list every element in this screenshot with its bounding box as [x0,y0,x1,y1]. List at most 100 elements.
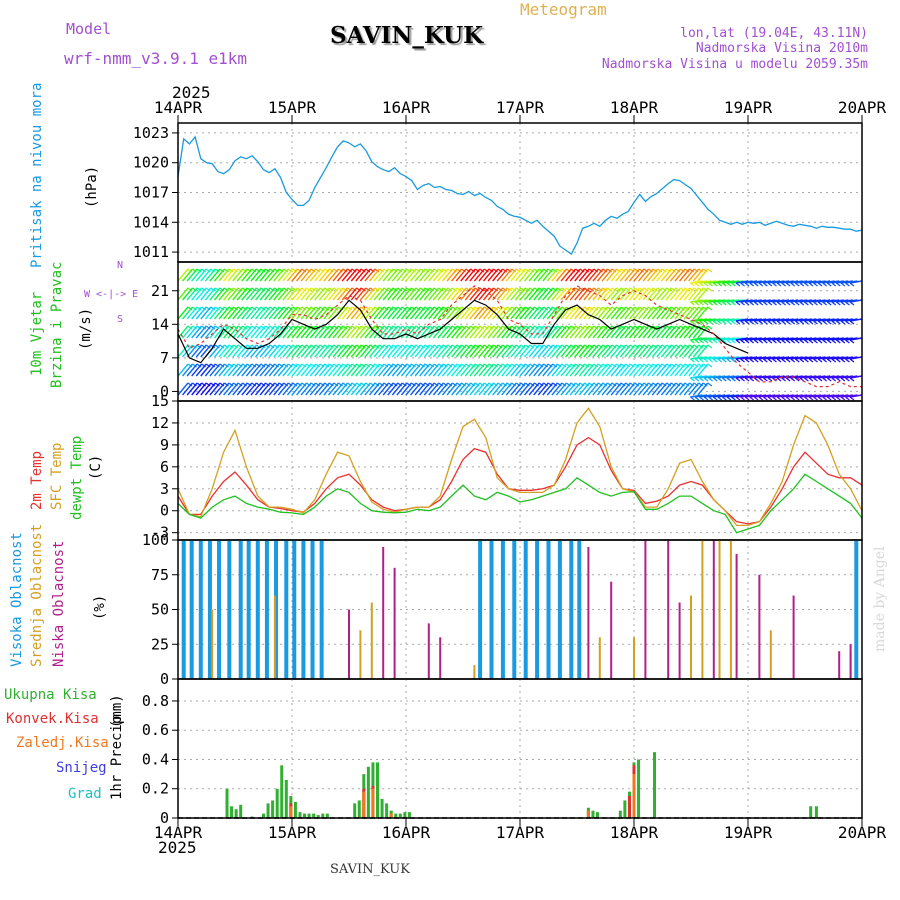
wind-barb [387,325,399,339]
wind-barb-flag [767,396,773,401]
wind-barb [368,306,381,320]
wind-barb-flag [721,358,727,363]
wind-barb-flag [721,320,727,325]
wind-barb [305,306,317,320]
bar-precip-total [366,766,370,818]
wind-barb-flag [772,282,777,287]
wind-barb [245,363,257,377]
wind-barb [186,344,198,358]
bar-cloud-low [758,574,761,679]
wind-barb-flag [707,382,713,387]
wind-barb [754,394,767,398]
wind-barb [209,382,221,396]
bar-cloud-mid [729,540,732,679]
wind-barb-flag [781,320,786,325]
wind-barb [726,318,739,322]
wind-barb [487,363,499,377]
wind-barb-flag [799,358,805,363]
wind-barb [817,394,831,398]
wind-barb [836,318,849,322]
wind-barb [745,356,758,360]
wind-barb [514,306,526,320]
wind-barb [241,325,253,339]
wind-barb [790,375,803,379]
wind-barb [259,382,271,396]
wind-barb-flag [845,301,850,306]
wind-barb [387,382,399,396]
bar-precip-total [407,812,411,818]
wind-barb-flag [840,320,846,325]
wind-barb [437,306,449,320]
bar-cloud-low [393,567,396,679]
wind-barb [679,363,691,377]
wind-barb [286,325,298,339]
wind-barb-flag [758,339,764,344]
wind-barb [638,268,650,282]
wind-barb-flag [822,301,828,306]
wind-barb [565,363,577,377]
wind-barb [446,268,458,282]
bar-precip-total [653,752,657,818]
wind-barb [382,382,394,396]
wind-barb [804,299,817,303]
wind-barb [772,394,785,398]
wind-barb [831,280,844,284]
wind-barb [569,287,581,301]
wind-barb-flag [740,282,745,287]
wind-barb [327,325,340,339]
wind-barb [446,363,458,377]
wind-barb [731,394,744,398]
wind-barb-flag [744,339,750,344]
wind-barb [195,344,207,358]
compass-west-east: W <-|-> E [84,289,139,300]
bar-cloud-mid [690,595,692,679]
wind-barb [241,382,253,396]
wind-barb [410,344,422,358]
wind-barb [551,325,563,339]
wind-barb-flag [790,282,796,287]
wind-barb-flag [758,320,764,325]
wind-barb-flag [785,301,791,306]
wind-barb-flag [849,377,855,382]
wind-barb [713,318,726,322]
wind-barb [296,306,308,320]
wind-barb [583,306,595,320]
wind-barb [699,394,712,398]
wind-barb [524,363,536,377]
wind-barb [745,299,758,303]
wind-barb [827,280,840,284]
wind-barb-flag [690,358,695,363]
wind-barb [296,382,308,396]
wind-barb [268,325,280,339]
wind-barb [355,325,367,339]
wind-barb-flag [781,377,786,382]
wind-barb-flag [690,320,695,325]
bar-cloud-low [735,553,738,679]
wind-barb [569,306,581,320]
wind-barb [808,337,822,341]
wind-barb-flag [735,377,741,382]
wind-barb-flag [799,320,805,325]
wind-barb [387,344,399,358]
wind-barb [717,318,730,322]
y-tick-label: 0.4 [142,750,169,768]
wind-barb [817,356,831,360]
wind-barb [717,356,730,360]
wind-barb [478,382,490,396]
wind-barb [273,306,285,320]
wind-barb [836,299,849,303]
wind-barb [227,325,239,339]
wind-barb [749,394,762,398]
wind-barb [428,268,440,282]
wind-barb [478,344,490,358]
wind-barb [441,268,454,282]
wind-barb [236,325,248,339]
wind-barb [441,325,454,339]
x-tick-label-bottom: 16APR [382,823,431,842]
wind-barb [451,344,463,358]
wind-barb [400,382,412,396]
wind-barb [254,344,267,358]
y-tick-label: 3 [160,480,169,498]
y-tick-label: 100 [142,531,169,549]
y-tick-label: 7 [160,349,169,367]
